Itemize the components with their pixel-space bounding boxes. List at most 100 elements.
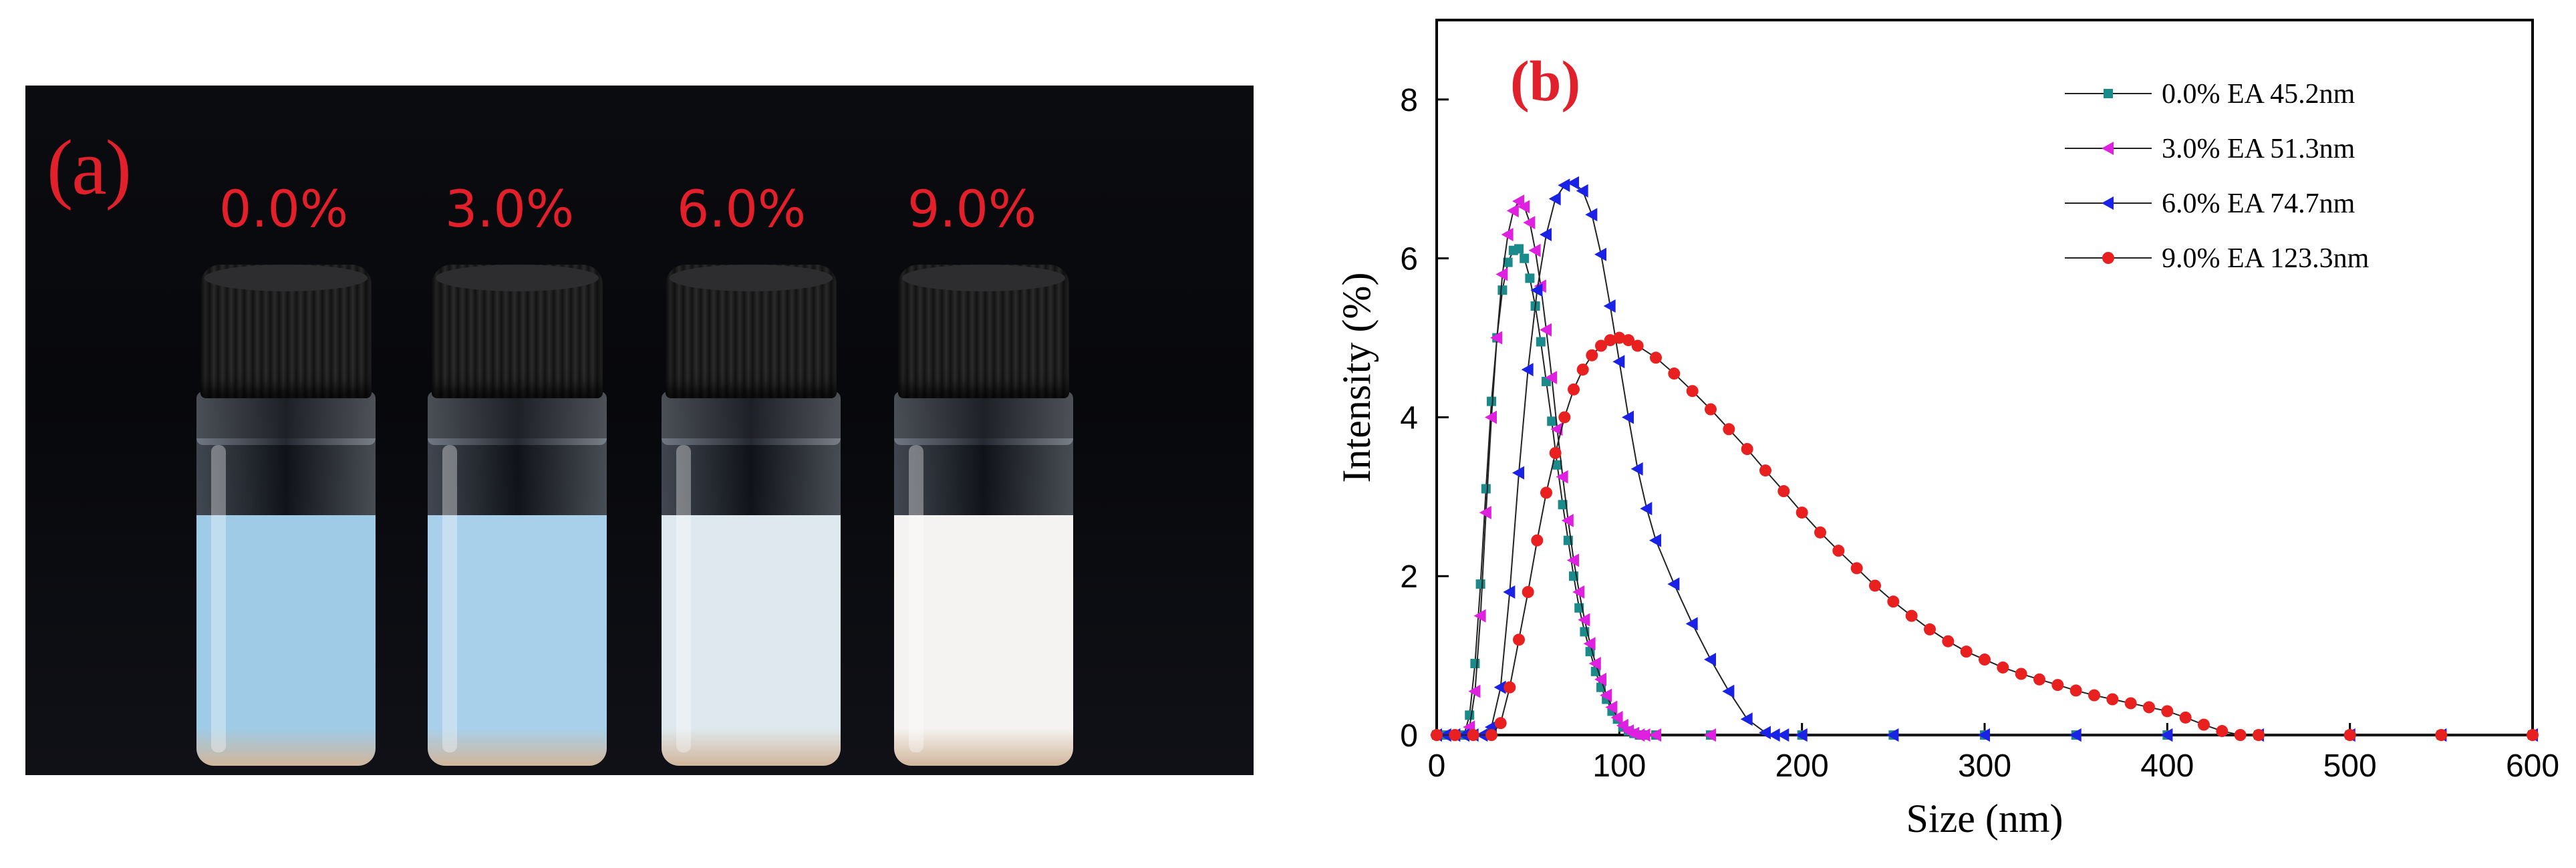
data-point [1586, 349, 1598, 361]
data-point [1924, 623, 1936, 635]
data-point [1473, 609, 1486, 623]
data-point [1622, 334, 1634, 347]
data-point [1667, 577, 1680, 591]
data-point [2435, 729, 2448, 741]
x-axis-title: Size (nm) [1906, 797, 2063, 841]
data-point [2343, 729, 2356, 741]
data-point [1548, 192, 1561, 206]
y-tick-label: 0 [1400, 718, 1418, 754]
size-distribution-chart: 0 100 200 300 400 500 600 0 2 4 6 8 (b) Size (nm) I… [1330, 0, 2576, 868]
vial-0 [196, 265, 376, 772]
data-point [1796, 507, 1808, 519]
data-point [1493, 680, 1506, 694]
y-tick-label: 8 [1400, 83, 1418, 118]
data-point [1522, 586, 1534, 598]
data-point [1603, 299, 1616, 313]
data-point [2253, 729, 2265, 741]
data-point [1631, 339, 1644, 352]
data-point [1576, 364, 1589, 376]
sample-label-3: 3.0% [445, 179, 575, 239]
data-point [1552, 460, 1562, 470]
data-point [1545, 371, 1558, 384]
y-axis-title: Intensity (%) [1334, 273, 1379, 483]
data-point [1468, 684, 1481, 698]
data-point [1503, 585, 1516, 599]
legend-marker [2104, 89, 2113, 98]
data-point [1595, 339, 1607, 352]
data-point [1795, 728, 1808, 742]
data-point [2527, 729, 2539, 741]
data-point [1585, 208, 1598, 222]
legend-label: 3.0% EA 51.3nm [2162, 134, 2355, 164]
data-point [1531, 534, 1544, 547]
data-point [1905, 609, 1918, 622]
y-tick-label: 6 [1400, 242, 1418, 277]
data-point [2160, 728, 2173, 742]
data-point [2216, 725, 2229, 738]
vials-photo: (a) 0.0% 3.0% 6.0% 9.0% [25, 86, 1254, 775]
legend-label: 6.0% EA 74.7nm [2162, 188, 2355, 219]
data-point [1850, 562, 1863, 575]
data-point [1536, 337, 1546, 347]
data-point [1540, 486, 1552, 499]
data-point [1605, 700, 1618, 714]
y-tick-label: 4 [1400, 400, 1418, 436]
sample-label-9: 9.0% [907, 179, 1037, 239]
data-point [2051, 679, 2064, 692]
sample-label-0: 0.0% [219, 179, 349, 239]
x-tick-label: 100 [1592, 748, 1646, 784]
data-point [1528, 243, 1541, 257]
vial-9 [894, 265, 1073, 772]
data-point [1638, 728, 1651, 742]
data-point [1640, 502, 1653, 516]
data-point [2143, 701, 2155, 714]
panel-label-b: (b) [1510, 49, 1580, 113]
data-point [2234, 729, 2247, 741]
chart-canvas: 0 100 200 300 400 500 600 0 2 4 6 8 (b) Size (nm) I… [1334, 19, 2559, 841]
data-point [1561, 514, 1574, 527]
data-point [2069, 684, 2082, 697]
data-point [1650, 351, 1662, 364]
legend-marker [2102, 196, 2114, 210]
data-point [1520, 253, 1530, 263]
data-point [1540, 228, 1552, 241]
data-point [1504, 681, 1516, 694]
data-point [1487, 396, 1496, 406]
data-point [2198, 718, 2210, 731]
x-tick-label: 600 [2506, 748, 2559, 784]
data-point [1497, 285, 1508, 295]
data-point [1512, 194, 1524, 208]
vial-liquid [196, 515, 376, 766]
legend-marker [2102, 252, 2114, 264]
data-point [2161, 705, 2174, 718]
data-point [1470, 659, 1480, 668]
data-point [1704, 728, 1716, 742]
data-point [1558, 178, 1570, 192]
data-point [1431, 729, 1443, 741]
data-point [1568, 383, 1580, 396]
vial-3 [428, 265, 607, 772]
data-point [1588, 657, 1601, 670]
data-point [1869, 579, 1881, 592]
data-point [2106, 693, 2119, 706]
data-point [1479, 506, 1491, 520]
x-tick-label: 300 [1958, 748, 2011, 784]
data-point [1887, 595, 1900, 608]
data-point [1613, 331, 1626, 344]
data-point [1523, 216, 1536, 230]
data-point [1501, 228, 1514, 241]
data-point [1550, 422, 1563, 436]
data-point [1610, 710, 1623, 724]
data-point [1503, 257, 1513, 267]
data-point [1518, 200, 1530, 214]
data-point [1997, 661, 2009, 674]
data-point [1960, 645, 1973, 658]
plot-frame [1435, 19, 2534, 736]
data-point [2179, 711, 2192, 724]
legend-label: 9.0% EA 123.3nm [2162, 243, 2370, 274]
data-point [2088, 689, 2100, 702]
vial-6 [662, 265, 841, 772]
legend: 0.0% EA 45.2nm 3.0% EA 51.3nm 6.0% EA 74.7… [2065, 79, 2370, 274]
data-point [1494, 717, 1507, 730]
data-point [1578, 613, 1590, 627]
